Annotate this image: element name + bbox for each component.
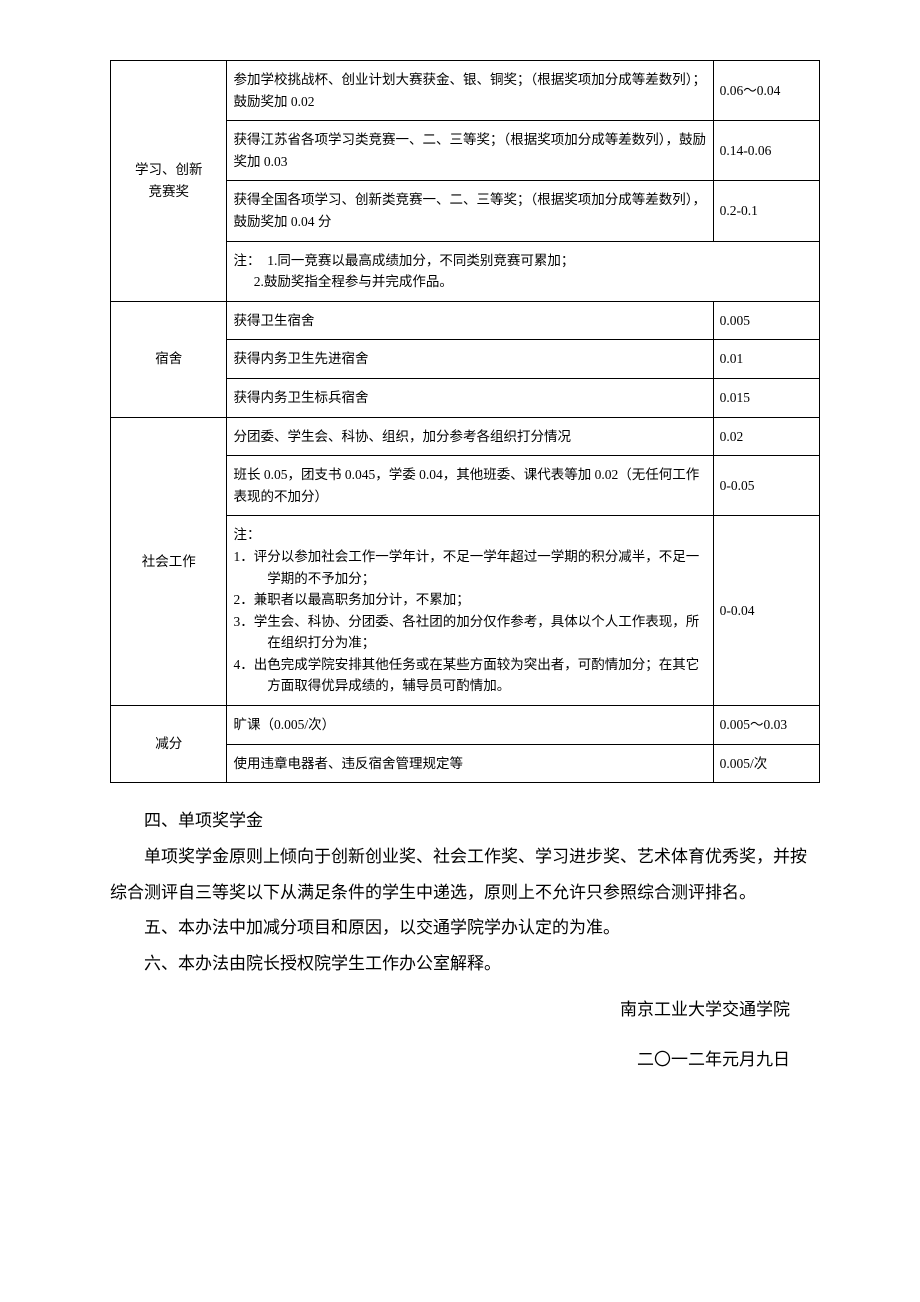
desc-cell: 使用违章电器者、违反宿舍管理规定等 [227,744,713,783]
table-row: 社会工作分团委、学生会、科协、组织，加分参考各组织打分情况0.02 [111,417,820,456]
note-cell: 注：1．评分以参加社会工作一学年计，不足一学年超过一学期的积分减半，不足一学期的… [227,516,713,706]
desc-cell: 获得全国各项学习、创新类竞赛一、二、三等奖；（根据奖项加分成等差数列），鼓励奖加… [227,181,713,241]
category-cell: 减分 [111,706,227,783]
desc-cell: 参加学校挑战杯、创业计划大赛获金、银、铜奖；（根据奖项加分成等差数列）；鼓励奖加… [227,61,713,121]
category-cell: 宿舍 [111,301,227,417]
category-cell: 社会工作 [111,417,227,706]
score-cell: 0-0.05 [713,456,819,516]
signature-block: 南京工业大学交通学院 二〇一二年元月九日 [110,990,820,1082]
score-cell: 0.005 [713,301,819,340]
signature-org: 南京工业大学交通学院 [110,990,790,1031]
score-cell: 0.2-0.1 [713,181,819,241]
signature-date: 二〇一二年元月九日 [110,1040,790,1081]
table-row: 学习、创新竞赛奖参加学校挑战杯、创业计划大赛获金、银、铜奖；（根据奖项加分成等差… [111,61,820,121]
score-cell: 0-0.04 [713,516,819,706]
category-cell: 学习、创新竞赛奖 [111,61,227,302]
body-p2: 单项奖学金原则上倾向于创新创业奖、社会工作奖、学习进步奖、艺术体育优秀奖，并按综… [110,839,820,910]
score-cell: 0.14-0.06 [713,121,819,181]
score-cell: 0.005/次 [713,744,819,783]
body-text: 四、单项奖学金 单项奖学金原则上倾向于创新创业奖、社会工作奖、学习进步奖、艺术体… [110,803,820,981]
score-cell: 0.015 [713,378,819,417]
body-p1: 四、单项奖学金 [110,803,820,839]
table-row: 宿舍获得卫生宿舍0.005 [111,301,820,340]
desc-cell: 旷课（0.005/次） [227,706,713,745]
desc-cell: 获得内务卫生标兵宿舍 [227,378,713,417]
body-p3: 五、本办法中加减分项目和原因，以交通学院学办认定的为准。 [110,910,820,946]
score-cell: 0.06～0.04 [713,61,819,121]
desc-cell: 获得内务卫生先进宿舍 [227,340,713,379]
desc-cell: 获得江苏省各项学习类竞赛一、二、三等奖；（根据奖项加分成等差数列），鼓励奖加 0… [227,121,713,181]
desc-cell: 分团委、学生会、科协、组织，加分参考各组织打分情况 [227,417,713,456]
score-cell: 0.01 [713,340,819,379]
desc-cell: 班长 0.05，团支书 0.045，学委 0.04，其他班委、课代表等加 0.0… [227,456,713,516]
table-row: 减分旷课（0.005/次）0.005～0.03 [111,706,820,745]
desc-cell: 获得卫生宿舍 [227,301,713,340]
scoring-table: 学习、创新竞赛奖参加学校挑战杯、创业计划大赛获金、银、铜奖；（根据奖项加分成等差… [110,60,820,783]
note-cell: 注： 1.同一竞赛以最高成绩加分，不同类别竞赛可累加； 2.鼓励奖指全程参与并完… [227,241,820,301]
body-p4: 六、本办法由院长授权院学生工作办公室解释。 [110,946,820,982]
score-cell: 0.005～0.03 [713,706,819,745]
score-cell: 0.02 [713,417,819,456]
